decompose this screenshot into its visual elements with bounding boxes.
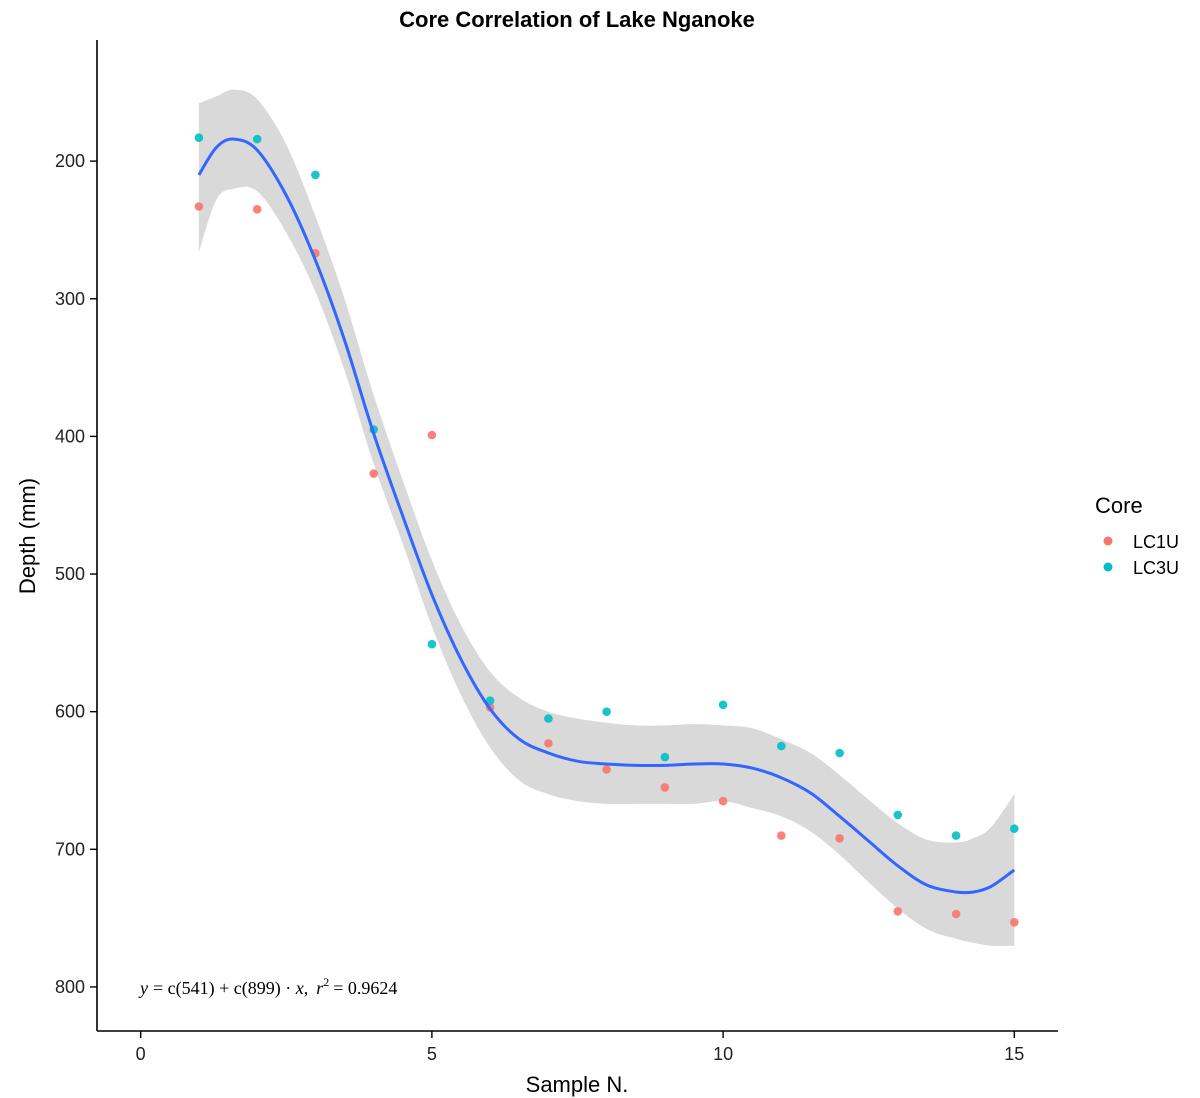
y-ticks: 200 300 400 500 600 700 800 — [55, 151, 97, 997]
point-lc3u-15 — [1010, 824, 1019, 833]
point-lc3u-10 — [718, 700, 728, 710]
point-lc1u-13 — [893, 907, 903, 916]
y-tick-label-600: 600 — [55, 702, 85, 722]
legend-title: Core — [1095, 493, 1143, 518]
smooth-line — [197, 137, 1016, 895]
y-tick-label-700: 700 — [55, 839, 85, 859]
x-tick-label-10: 10 — [713, 1044, 733, 1064]
point-lc1u-14 — [951, 909, 961, 919]
confidence-ribbon — [198, 89, 1015, 946]
x-tick-label-15: 15 — [1004, 1044, 1024, 1064]
point-lc3u-9 — [660, 752, 670, 762]
legend: Core LC1U LC3U — [1095, 493, 1179, 578]
x-ticks: 0 5 10 15 — [136, 1031, 1024, 1064]
point-lc3u-3 — [311, 170, 320, 180]
legend-label-lc1u: LC1U — [1133, 532, 1179, 552]
point-lc1u-11 — [777, 831, 786, 840]
eq-x: x — [295, 978, 304, 998]
eq-r-value: = 0.9624 — [333, 978, 397, 998]
point-lc1u-2 — [252, 205, 262, 214]
confidence-ribbon-layer — [198, 89, 1015, 946]
y-tick-label-500: 500 — [55, 564, 85, 584]
point-lc3u-14 — [951, 831, 961, 840]
x-tick-label-0: 0 — [136, 1044, 146, 1064]
legend-label-lc3u: LC3U — [1133, 558, 1179, 578]
y-tick-label-300: 300 — [55, 289, 85, 309]
eq-sep: , — [304, 978, 309, 998]
legend-marker-lc1u — [1103, 536, 1113, 546]
point-lc1u-8 — [602, 765, 611, 774]
chart-title: Core Correlation of Lake Nganoke — [399, 7, 755, 32]
point-lc3u-7 — [544, 714, 553, 723]
point-lc3u-5 — [427, 639, 437, 649]
eq-lhs: y — [138, 978, 148, 998]
smooth-line-layer — [197, 137, 1016, 895]
eq-r: r — [316, 978, 324, 998]
legend-marker-lc3u — [1103, 562, 1113, 572]
point-lc3u-13 — [893, 810, 903, 820]
y-tick-label-200: 200 — [55, 151, 85, 171]
point-lc1u-5 — [427, 430, 437, 440]
x-axis-label: Sample N. — [526, 1072, 629, 1097]
point-lc1u-15 — [1010, 918, 1019, 927]
point-lc1u-9 — [660, 783, 670, 792]
point-lc3u-11 — [777, 741, 786, 751]
point-lc3u-8 — [602, 707, 611, 716]
point-lc1u-4 — [369, 469, 379, 478]
point-lc1u-10 — [718, 796, 728, 806]
point-lc3u-12 — [835, 748, 844, 758]
point-lc3u-6 — [485, 696, 495, 705]
point-lc1u-12 — [835, 834, 844, 843]
point-lc1u-7 — [544, 739, 553, 748]
y-tick-label-800: 800 — [55, 977, 85, 997]
regression-equation: y = c(541) + c(899) · x, r2 = 0.9624 — [138, 975, 397, 999]
y-tick-label-400: 400 — [55, 426, 85, 446]
points-layer — [194, 133, 1019, 927]
eq-r-power: 2 — [323, 975, 329, 989]
y-axis-label: Depth (mm) — [15, 478, 40, 594]
point-lc3u-1 — [194, 133, 204, 142]
x-tick-label-5: 5 — [427, 1044, 437, 1064]
eq-rhs: = c(541) + c(899) · — [153, 978, 296, 999]
point-lc3u-2 — [252, 134, 262, 144]
point-lc1u-1 — [194, 202, 204, 211]
